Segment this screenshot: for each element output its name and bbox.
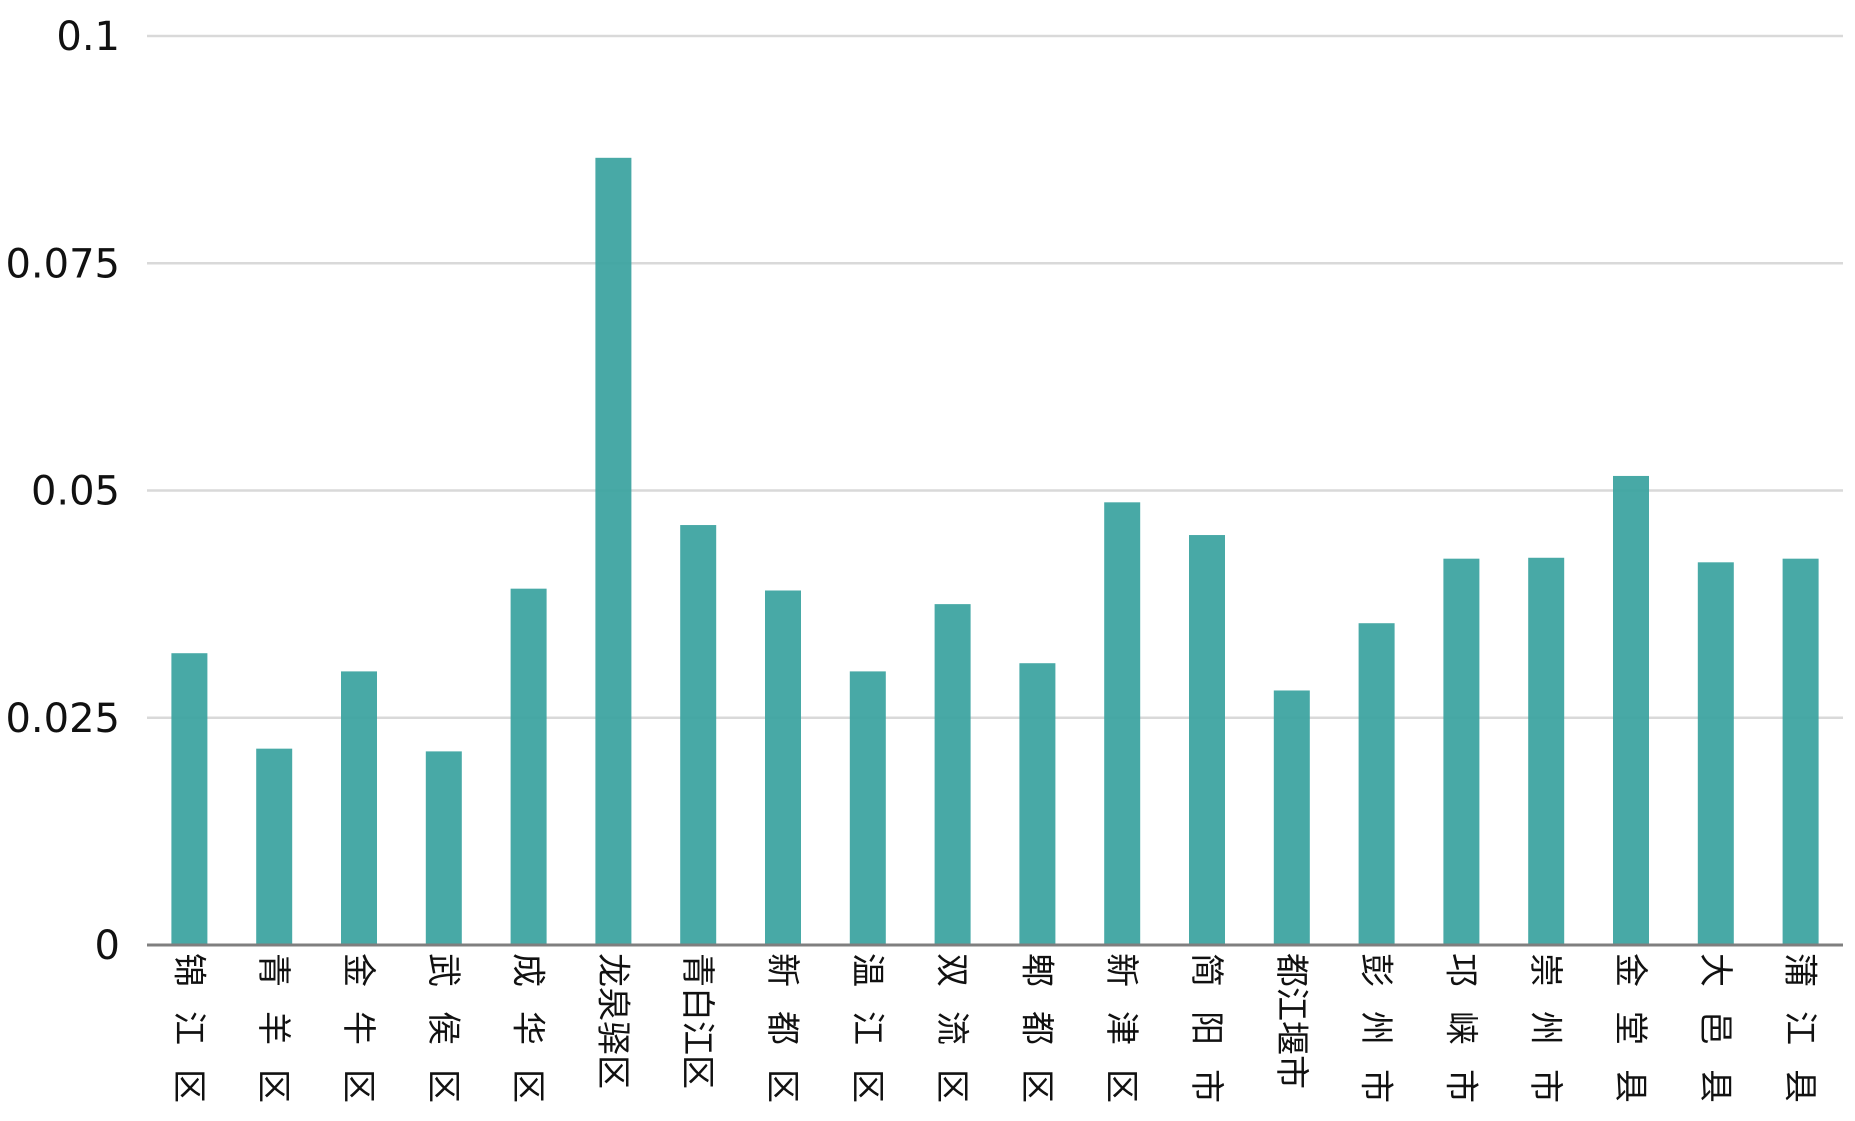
bar	[341, 671, 377, 945]
x-tick-label: 双流区	[932, 953, 972, 1103]
bar	[171, 653, 208, 945]
x-tick-label: 温江区	[847, 953, 887, 1103]
x-tick-label: 彭州市	[1356, 953, 1396, 1103]
x-tick-label: 简阳市	[1186, 953, 1226, 1103]
bar	[765, 590, 801, 945]
bar	[1104, 502, 1141, 945]
x-tick-label: 新都区	[762, 953, 802, 1103]
gridlines	[147, 34, 1843, 719]
bar	[680, 525, 717, 945]
bar	[1613, 475, 1649, 945]
bar	[1019, 663, 1056, 945]
bar	[425, 751, 462, 945]
bar	[934, 604, 971, 945]
x-tick-label: 成华区	[508, 953, 548, 1103]
y-tick-label: 0	[95, 923, 120, 969]
x-tick-label: 邛崃市	[1440, 953, 1480, 1103]
bars	[171, 157, 1819, 945]
x-tick-label: 青白江区	[677, 953, 717, 1089]
bar	[1782, 558, 1819, 945]
x-tick-label: 金堂县	[1610, 953, 1650, 1103]
x-tick-label: 青羊区	[253, 953, 293, 1103]
x-tick-label: 金牛区	[338, 953, 378, 1103]
x-tick-label: 锦江区	[168, 953, 208, 1103]
x-tick-label: 蒲江县	[1780, 953, 1820, 1103]
x-tick-label: 崇州市	[1525, 953, 1565, 1103]
x-tick-label: 大邑县	[1695, 953, 1735, 1103]
bar	[1443, 558, 1480, 945]
x-tick-label: 都江堰市	[1271, 953, 1311, 1089]
y-tick-label: 0.05	[31, 469, 120, 515]
bar	[1528, 557, 1565, 945]
x-tick-label: 新津区	[1101, 953, 1141, 1103]
x-tick-label: 武侯区	[423, 953, 463, 1103]
bar	[1358, 623, 1395, 945]
bar	[256, 748, 293, 945]
bar	[510, 588, 547, 945]
bar	[849, 671, 886, 945]
bar	[1189, 535, 1225, 945]
y-tick-label: 0.1	[56, 14, 120, 60]
x-tick-label: 郫都区	[1016, 953, 1056, 1103]
bar	[1273, 690, 1310, 945]
bar	[595, 157, 632, 945]
y-tick-label: 0.075	[5, 241, 120, 287]
bar	[1697, 562, 1734, 945]
y-tick-labels: 0 0.025 0.05 0.075 0.1	[5, 14, 120, 969]
x-tick-label: 龙泉驿区	[592, 953, 632, 1089]
y-tick-label: 0.025	[5, 696, 120, 742]
x-tick-labels: 锦江区 青羊区 金牛区 武侯区 成华区 龙泉驿区 青白江区 新都区 温江区 双流区 郫都区 新津区 简阳…	[168, 953, 1819, 1103]
